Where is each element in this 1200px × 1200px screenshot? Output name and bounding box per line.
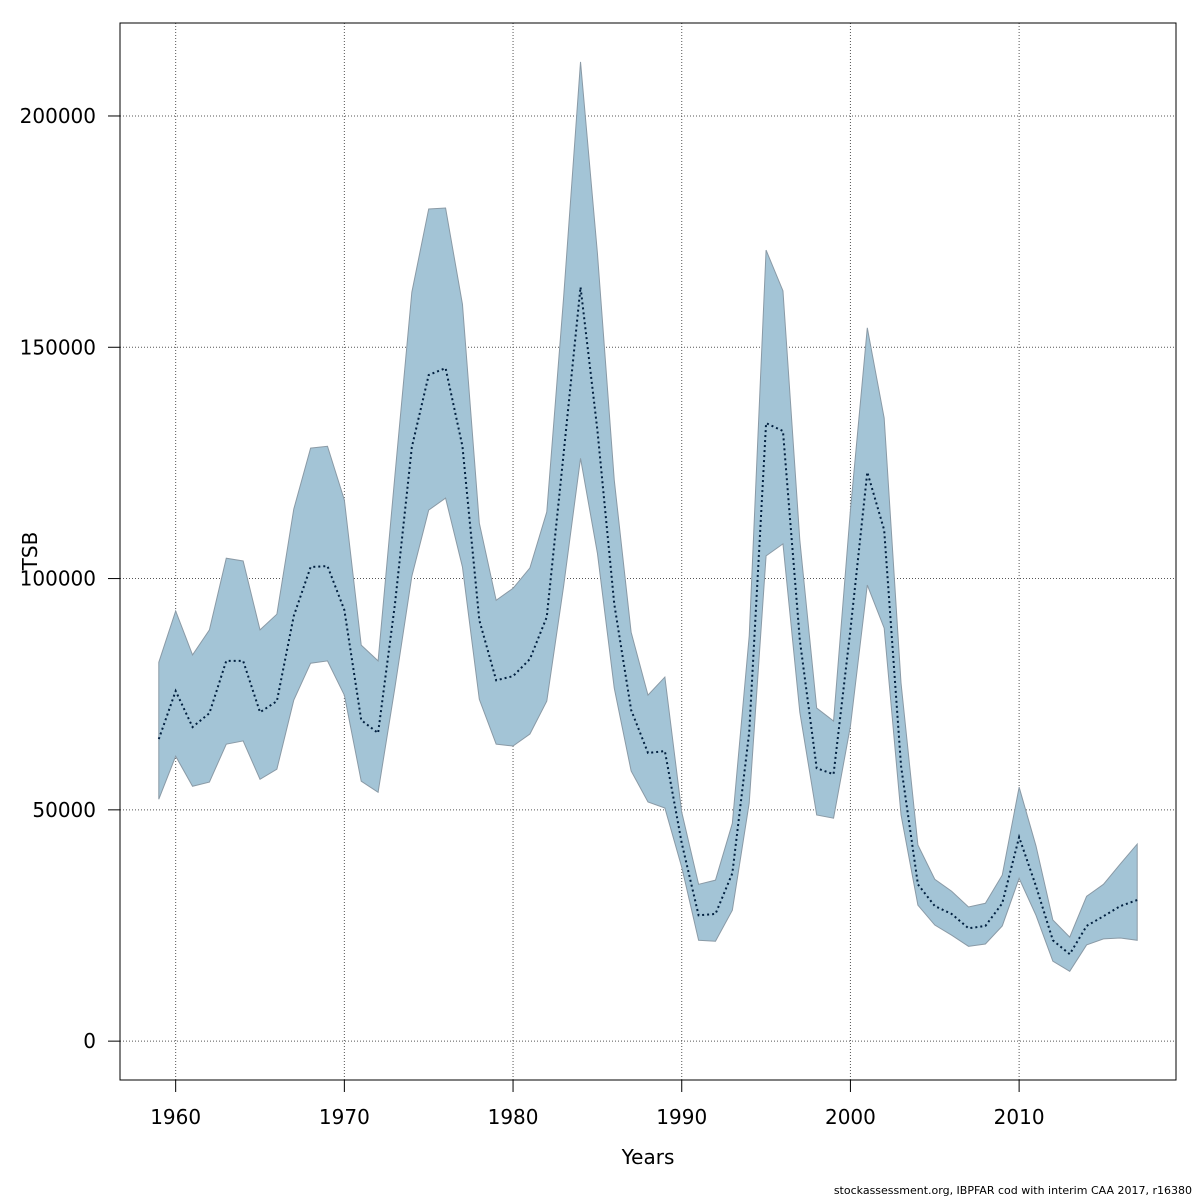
x-tick-label: 1960 <box>150 1105 201 1129</box>
x-tick-label: 1980 <box>488 1105 539 1129</box>
footnote: stockassessment.org, IBPFAR cod with int… <box>834 1184 1192 1197</box>
y-tick-label: 0 <box>83 1029 96 1053</box>
y-axis-label: TSB <box>18 532 42 572</box>
x-tick-label: 1990 <box>656 1105 707 1129</box>
y-tick-label: 200000 <box>20 104 96 128</box>
x-tick-label: 1970 <box>319 1105 370 1129</box>
confidence-band <box>158 61 1138 972</box>
plot-frame <box>119 22 1177 1081</box>
estimate-line <box>157 287 1138 956</box>
y-tick-label: 150000 <box>20 335 96 359</box>
y-tick-label: 50000 <box>32 798 96 822</box>
y-tick-label: 100000 <box>20 567 96 591</box>
x-tick-label: 2010 <box>994 1105 1045 1129</box>
x-axis-label: Years <box>621 1145 675 1169</box>
x-tick-label: 2000 <box>825 1105 876 1129</box>
